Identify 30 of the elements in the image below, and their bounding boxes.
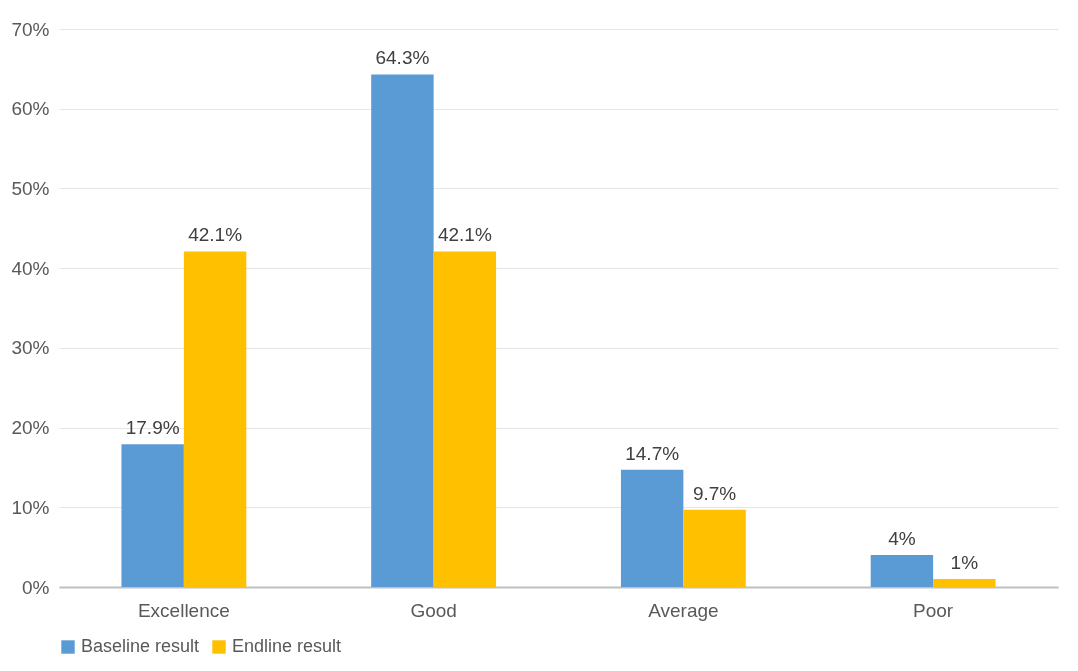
bar xyxy=(121,444,184,587)
y-tick-label: 70% xyxy=(11,18,50,40)
x-tick-label: Average xyxy=(648,599,719,621)
data-label: 42.1% xyxy=(188,224,243,246)
bar xyxy=(933,579,996,587)
x-tick-label: Good xyxy=(410,599,457,621)
data-label: 42.1% xyxy=(437,224,492,246)
bar xyxy=(371,74,434,587)
y-tick-label: 30% xyxy=(11,337,50,359)
bar xyxy=(683,509,746,587)
y-tick-label: 40% xyxy=(11,257,50,279)
y-tick-label: 10% xyxy=(11,496,50,518)
bar xyxy=(183,251,247,587)
data-label: 1% xyxy=(950,552,979,574)
y-tick-label: 0% xyxy=(22,576,50,598)
y-tick-label: 20% xyxy=(11,417,50,439)
x-tick-label: Poor xyxy=(913,599,954,621)
bar xyxy=(433,251,497,587)
bar xyxy=(870,555,934,587)
data-label: 4% xyxy=(888,528,916,550)
data-label: 64.3% xyxy=(375,47,430,69)
y-tick-label: 60% xyxy=(11,98,50,120)
legend-label: Endline result xyxy=(232,636,342,656)
data-label: 17.9% xyxy=(125,417,180,439)
data-label: 14.7% xyxy=(625,442,680,464)
bar xyxy=(620,469,684,587)
legend-label: Baseline result xyxy=(81,636,200,656)
data-label: 9.7% xyxy=(692,482,737,504)
y-tick-label: 50% xyxy=(11,177,50,199)
x-tick-label: Excellence xyxy=(137,599,230,621)
